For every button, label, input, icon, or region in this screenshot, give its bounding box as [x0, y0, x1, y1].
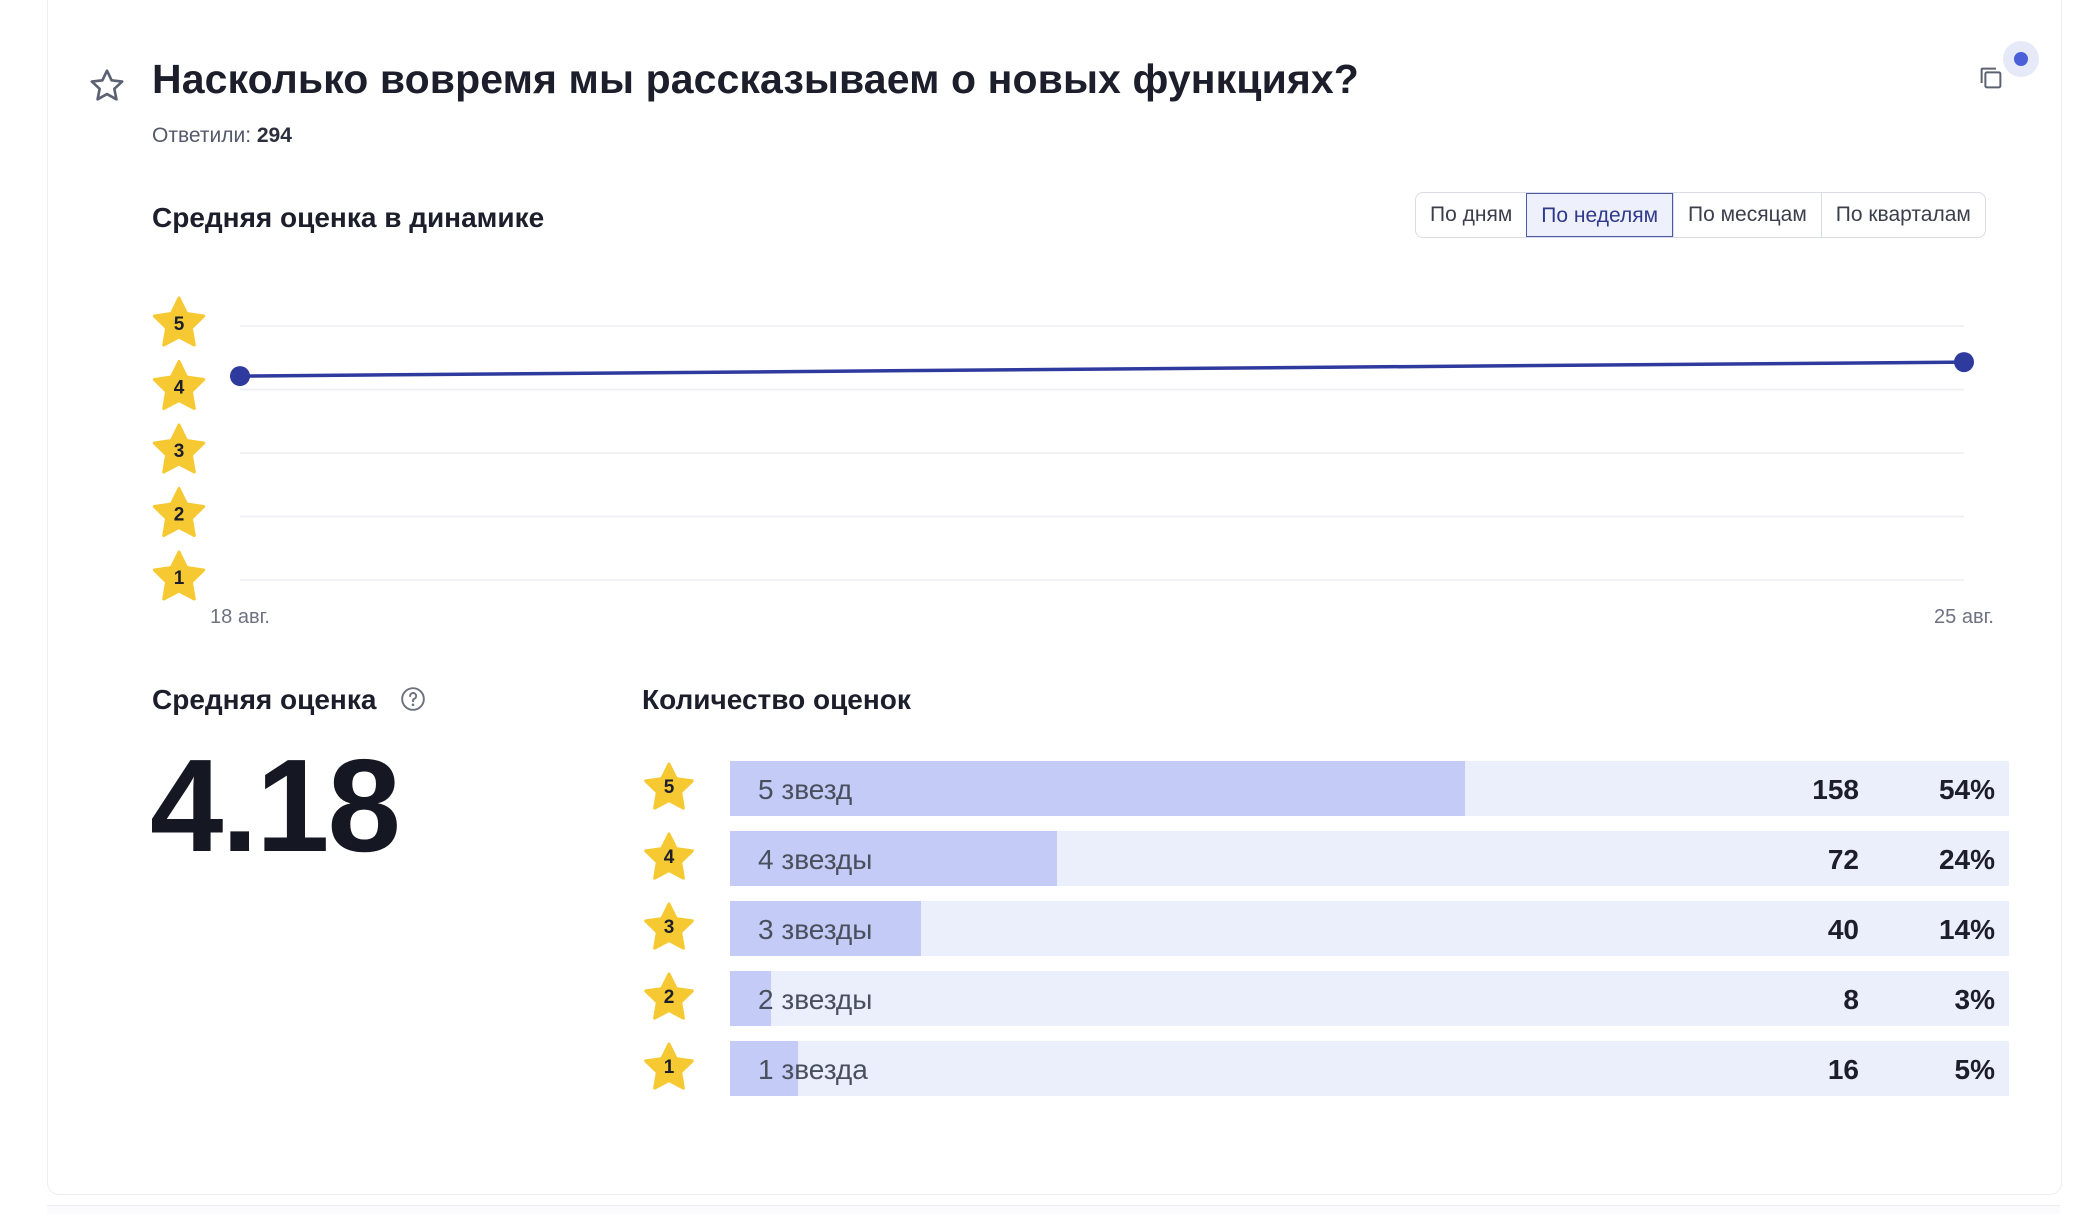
rating-star-icon: 5	[644, 762, 694, 810]
period-option-months[interactable]: По месяцам	[1673, 193, 1821, 237]
rating-count: 158	[1812, 774, 1859, 805]
rating-bar: 3 звезды 40 14%	[730, 901, 2009, 956]
y-axis-star-icon: 4	[152, 360, 206, 410]
star-shape	[152, 296, 206, 347]
x-tick-label: 18 авг.	[210, 606, 270, 628]
rating-percent: 3%	[1954, 984, 1995, 1015]
answered-value: 294	[256, 124, 292, 147]
y-axis-star-icon: 1	[152, 550, 206, 601]
y-tick-label: 2	[174, 505, 185, 526]
y-tick-label: 3	[174, 441, 185, 462]
rating-row-5: 5 5 звезд 158 54%	[640, 760, 2010, 816]
next-card-edge	[47, 1205, 2060, 1214]
rating-bar: 2 звезды 8 3%	[730, 971, 2009, 1026]
rating-star-number: 5	[664, 777, 675, 798]
star-shape	[152, 360, 206, 410]
rating-star-number: 3	[664, 917, 675, 938]
rating-bar-fill	[730, 971, 771, 1026]
rating-row-4: 4 4 звезды 72 24%	[640, 830, 2010, 886]
star-shape	[152, 487, 206, 537]
rating-row-1: 1 1 звезда 16 5%	[640, 1040, 2010, 1096]
rating-row-3: 3 3 звезды 40 14%	[640, 900, 2010, 956]
counts-title: Количество оценок	[642, 684, 911, 715]
rating-star-icon: 4	[644, 832, 694, 880]
rating-bar-fill	[730, 761, 1465, 816]
star-shape	[152, 550, 206, 601]
rating-count: 40	[1827, 914, 1859, 945]
answered-label: Ответили:	[152, 124, 252, 147]
y-tick-label: 4	[174, 378, 185, 399]
rating-bar-fill	[730, 901, 921, 956]
rating-bar: 5 звезд 158 54%	[730, 761, 2009, 816]
trend-point	[1954, 352, 1974, 373]
rating-count: 8	[1843, 984, 1859, 1015]
y-axis-star-icon: 2	[152, 487, 206, 537]
y-axis-star-icon: 3	[152, 423, 206, 474]
rating-bar-fill	[730, 831, 1057, 886]
rating-count: 16	[1827, 1054, 1859, 1085]
rating-bar-label: 2 звезды	[758, 984, 873, 1015]
rating-percent: 14%	[1938, 914, 1995, 945]
rating-percent: 54%	[1938, 774, 1995, 805]
rating-bar-fill	[730, 1041, 798, 1096]
rating-star-icon: 3	[644, 902, 694, 950]
period-option-weeks[interactable]: По неделям	[1526, 193, 1674, 237]
notification-dot	[2003, 41, 2039, 77]
average-title: Средняя оценка	[152, 684, 377, 715]
rating-bar-label: 3 звезды	[758, 914, 873, 945]
trend-point	[230, 366, 250, 387]
rating-star-number: 4	[664, 847, 675, 868]
answered-count: Ответили: 294	[152, 124, 292, 148]
rating-percent: 5%	[1954, 1054, 1995, 1085]
y-axis-star-icon: 5	[152, 296, 206, 347]
y-tick-label: 1	[174, 568, 185, 589]
rating-bar: 4 звезды 72 24%	[730, 831, 2009, 886]
question-title: Насколько вовремя мы рассказываем о новы…	[152, 56, 1359, 102]
rating-bar-label: 5 звезд	[758, 774, 853, 805]
rating-star-icon: 1	[644, 1042, 694, 1090]
rating-star-number: 2	[664, 987, 675, 1008]
favorite-star-icon[interactable]	[87, 66, 127, 106]
dynamics-title: Средняя оценка в динамике	[152, 202, 545, 233]
rating-bar: 1 звезда 16 5%	[730, 1041, 2009, 1096]
average-score-value: 4.18	[150, 732, 401, 879]
period-option-days[interactable]: По дням	[1430, 203, 1513, 226]
rating-row-2: 2 2 звезды 8 3%	[640, 970, 2010, 1026]
x-tick-label: 25 авг.	[1934, 606, 1994, 628]
star-shape	[152, 423, 206, 474]
rating-count: 72	[1827, 844, 1859, 875]
period-switch: По дням По неделям По месяцам По квартал…	[1415, 192, 1986, 238]
rating-bar-label: 4 звезды	[758, 844, 873, 875]
trend-line	[239, 360, 1965, 378]
period-option-quarters[interactable]: По кварталам	[1820, 193, 1985, 237]
y-tick-label: 5	[174, 314, 185, 335]
rating-star-number: 1	[664, 1057, 675, 1078]
rating-percent: 24%	[1938, 844, 1995, 875]
question-circle-icon[interactable]	[400, 686, 426, 712]
rating-bar-label: 1 звезда	[758, 1054, 868, 1085]
rating-trend-chart: 5 4 3 2 1 18 авг. 25 авг.	[152, 296, 1994, 628]
rating-star-icon: 2	[644, 972, 694, 1020]
copy-icon[interactable]	[1976, 63, 2006, 93]
